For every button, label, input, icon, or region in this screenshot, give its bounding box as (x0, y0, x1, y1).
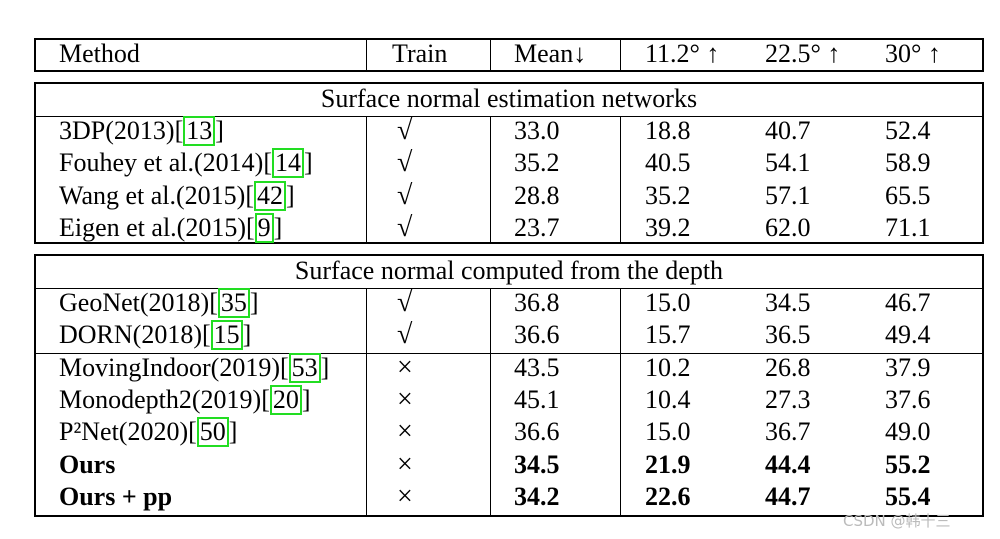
method-label: Fouhey et al.(2014) (59, 148, 264, 178)
citation-link[interactable]: 50 (196, 417, 229, 448)
method-name: Ours + pp (59, 481, 172, 513)
mean-value: 34.5 (514, 449, 560, 479)
acc-30-value: 49.0 (885, 417, 931, 447)
train-mark: √ (397, 179, 413, 211)
train-mark: √ (397, 319, 413, 351)
method-name: Wang et al.(2015)[42] (59, 180, 295, 211)
watermark: CSDN @韩十三 (843, 512, 951, 530)
citation-link[interactable]: 20 (269, 384, 302, 415)
method-name: DORN(2018)[15] (59, 320, 252, 351)
acc-30-value: 37.9 (885, 352, 931, 382)
header-threshold-11: 11.2° ↑ (645, 39, 720, 68)
method-label: Wang et al.(2015) (59, 180, 246, 210)
acc-22-value: 44.4 (765, 449, 811, 479)
method-name: MovingIndoor(2019)[53] (59, 352, 330, 383)
mean-value: 36.6 (514, 417, 560, 447)
method-name: GeoNet(2018)[35] (59, 288, 259, 318)
header-threshold-30: 30° ↑ (885, 39, 941, 68)
acc-22-value: 54.1 (765, 148, 811, 178)
citation-link[interactable]: 14 (272, 148, 305, 179)
method-label: Ours + pp (59, 481, 173, 511)
acc-30-value: 37.6 (885, 384, 931, 414)
header-mean: Mean↓ (514, 39, 587, 68)
acc-11-value: 35.2 (645, 180, 691, 210)
section-depth-derived: Surface normal computed from the depth G… (34, 254, 984, 517)
acc-22-value: 26.8 (765, 352, 811, 382)
method-name: Ours (59, 449, 115, 481)
acc-11-value: 21.9 (645, 449, 691, 479)
method-label: DORN(2018) (59, 320, 202, 350)
acc-11-value: 40.5 (645, 148, 691, 178)
method-name: Fouhey et al.(2014)[14] (59, 148, 313, 179)
mean-value: 28.8 (514, 180, 560, 210)
acc-22-value: 40.7 (765, 116, 811, 145)
acc-30-value: 52.4 (885, 116, 931, 145)
acc-11-value: 10.4 (645, 384, 691, 414)
mean-value: 34.2 (514, 481, 560, 511)
header-box: Method Train Mean↓ 11.2° ↑ 22.5° ↑ 30° ↑ (34, 38, 984, 72)
citation-link[interactable]: 15 (210, 320, 243, 351)
citation-link[interactable]: 13 (183, 116, 216, 146)
acc-30-value: 71.1 (885, 212, 931, 242)
train-mark: × (397, 416, 413, 448)
citation-link[interactable]: 42 (254, 180, 287, 211)
train-mark: √ (397, 287, 413, 318)
acc-30-value: 55.2 (885, 449, 931, 479)
train-mark: √ (397, 147, 413, 179)
acc-30-value: 49.4 (885, 320, 931, 350)
mean-value: 23.7 (514, 212, 560, 242)
acc-11-value: 10.2 (645, 352, 691, 382)
method-label: MovingIndoor(2019) (59, 352, 280, 382)
header-threshold-22: 22.5° ↑ (765, 39, 841, 68)
method-label: GeoNet(2018) (59, 288, 210, 317)
acc-22-value: 44.7 (765, 481, 811, 511)
acc-30-value: 46.7 (885, 288, 931, 317)
section-caption: Surface normal computed from the depth (294, 256, 724, 285)
method-label: Ours (59, 449, 116, 479)
method-name: Eigen et al.(2015)[9] (59, 212, 283, 243)
header-method: Method (59, 39, 140, 68)
acc-22-value: 57.1 (765, 180, 811, 210)
method-label: Monodepth2(2019) (59, 384, 262, 414)
acc-11-value: 39.2 (645, 212, 691, 242)
acc-22-value: 62.0 (765, 212, 811, 242)
method-label: Eigen et al.(2015) (59, 212, 246, 242)
train-mark: × (397, 351, 413, 383)
train-mark: × (397, 383, 413, 415)
mean-value: 45.1 (514, 384, 560, 414)
train-mark: √ (397, 115, 413, 146)
method-name: P²Net(2020)[50] (59, 417, 238, 448)
acc-30-value: 58.9 (885, 148, 931, 178)
method-name: 3DP(2013)[13] (59, 116, 224, 146)
acc-11-value: 15.0 (645, 417, 691, 447)
citation-link[interactable]: 35 (217, 288, 250, 318)
mean-value: 35.2 (514, 148, 560, 178)
acc-22-value: 36.5 (765, 320, 811, 350)
acc-11-value: 15.7 (645, 320, 691, 350)
mean-value: 36.6 (514, 320, 560, 350)
acc-22-value: 36.7 (765, 417, 811, 447)
acc-22-value: 34.5 (765, 288, 811, 317)
acc-22-value: 27.3 (765, 384, 811, 414)
method-label: P²Net(2020) (59, 417, 189, 447)
mean-value: 43.5 (514, 352, 560, 382)
train-mark: × (397, 480, 413, 512)
method-label: 3DP(2013) (59, 116, 175, 145)
acc-30-value: 65.5 (885, 180, 931, 210)
acc-11-value: 22.6 (645, 481, 691, 511)
section-caption: Surface normal estimation networks (320, 84, 698, 113)
acc-30-value: 55.4 (885, 481, 931, 511)
mean-value: 36.8 (514, 288, 560, 317)
acc-11-value: 15.0 (645, 288, 691, 317)
train-mark: × (397, 448, 413, 480)
method-name: Monodepth2(2019)[20] (59, 384, 311, 415)
header-train: Train (392, 39, 448, 68)
citation-link[interactable]: 9 (254, 212, 274, 243)
acc-11-value: 18.8 (645, 116, 691, 145)
train-mark: √ (397, 211, 413, 243)
citation-link[interactable]: 53 (288, 352, 321, 383)
section-networks: Surface normal estimation networks 3DP(2… (34, 82, 984, 244)
mean-value: 33.0 (514, 116, 560, 145)
